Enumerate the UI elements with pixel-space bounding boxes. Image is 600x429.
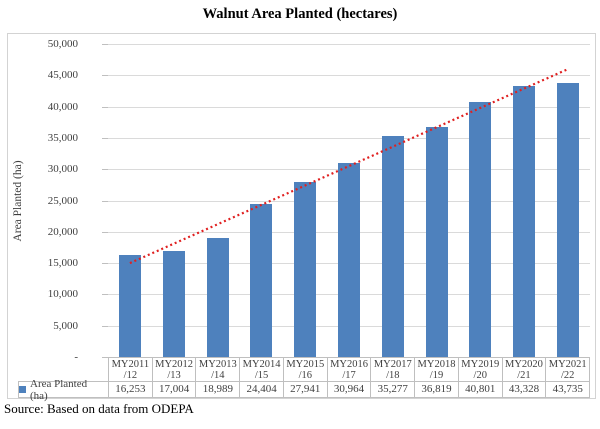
gridline bbox=[108, 75, 590, 77]
category-cell-MY2016/17: MY2016/17 bbox=[326, 358, 371, 381]
bar-MY2021/22 bbox=[557, 83, 580, 357]
bar-MY2020/21 bbox=[513, 85, 536, 357]
y-tick-label: 20,000 bbox=[47, 225, 78, 238]
category-cell-MY2019/20: MY2019/20 bbox=[457, 358, 502, 381]
category-cell-MY2013/14: MY2013/14 bbox=[195, 358, 239, 381]
bar-MY2018/19 bbox=[425, 126, 448, 357]
y-tick-label: 5,000 bbox=[53, 319, 78, 332]
y-tick-mark bbox=[102, 263, 108, 265]
category-cell-MY2018/19: MY2018/19 bbox=[414, 358, 458, 381]
y-axis-tick-labels: 50,000 45,000 40,000 35,000 30,000 25,000 20,0… bbox=[8, 34, 108, 398]
gridline bbox=[108, 44, 590, 45]
y-tick-mark bbox=[102, 169, 108, 171]
y-tick-label: 10,000 bbox=[47, 288, 78, 301]
bar-MY2016/17 bbox=[338, 163, 360, 357]
value-cell-MY2015/16: 27,941 bbox=[282, 382, 327, 397]
y-tick-mark bbox=[102, 325, 108, 327]
category-cell-MY2012/13: MY2012/13 bbox=[151, 358, 196, 381]
y-tick-mark bbox=[102, 75, 108, 77]
category-cell-MY2015/16: MY2015/16 bbox=[282, 358, 327, 381]
plot-area bbox=[108, 44, 590, 357]
y-tick-label: 45,000 bbox=[47, 69, 78, 82]
value-row: 16,253 17,004 18,989 24,404 27,941 30,964 35,2… bbox=[108, 381, 590, 398]
gridline bbox=[108, 106, 590, 108]
bar-MY2014/15 bbox=[250, 204, 273, 357]
category-cell-MY2011/12: MY2011/12 bbox=[111, 359, 150, 381]
legend: Area Planted (ha) bbox=[18, 378, 109, 402]
y-tick-label: - bbox=[74, 351, 78, 363]
chart-frame: Area Planted (ha) 50,000 45,000 40,000 35,0… bbox=[7, 33, 596, 402]
bar-MY2013/14 bbox=[206, 238, 229, 357]
y-tick-mark bbox=[102, 106, 108, 108]
y-tick-label: 40,000 bbox=[47, 100, 78, 113]
bar-MY2017/18 bbox=[381, 136, 404, 357]
source-note: Source: Based on data from ODEPA bbox=[4, 401, 194, 416]
trendline bbox=[129, 68, 569, 265]
category-cell-MY2017/18: MY2017/18 bbox=[370, 358, 414, 381]
value-cell-MY2013/14: 18,989 bbox=[195, 382, 239, 397]
value-cell-MY2011/12: 16,253 bbox=[115, 383, 146, 395]
y-tick-mark bbox=[102, 294, 108, 296]
value-cell-MY2014/15: 24,404 bbox=[239, 382, 283, 397]
legend-label: Area Planted (ha) bbox=[30, 377, 88, 402]
category-label-row: MY2011/12 MY2012/13 MY2013/14 MY2014/15 MY20… bbox=[108, 357, 590, 381]
value-cell-MY2016/17: 30,964 bbox=[326, 382, 371, 397]
category-cell-MY2014/15: MY2014/15 bbox=[239, 358, 283, 381]
y-tick-label: 15,000 bbox=[47, 257, 78, 270]
bar-MY2015/16 bbox=[294, 182, 317, 357]
data-table: MY2011/12 MY2012/13 MY2013/14 MY2014/15 MY20… bbox=[108, 357, 590, 398]
chart-title: Walnut Area Planted (hectares) bbox=[202, 6, 398, 22]
y-tick-mark bbox=[102, 137, 108, 139]
y-tick-mark bbox=[102, 200, 108, 202]
y-tick-mark bbox=[102, 357, 108, 358]
value-cell-MY2012/13: 17,004 bbox=[151, 382, 196, 397]
value-cell-MY2020/21: 43,328 bbox=[501, 382, 546, 397]
value-cell-MY2021/22: 43,735 bbox=[545, 382, 589, 397]
y-tick-label: 30,000 bbox=[47, 163, 78, 176]
value-cell-MY2017/18: 35,277 bbox=[370, 382, 414, 397]
y-tick-mark bbox=[102, 44, 108, 45]
category-cell-MY2020/21: MY2020/21 bbox=[501, 358, 546, 381]
value-cell-MY2018/19: 36,819 bbox=[414, 382, 458, 397]
category-cell-MY2021/22: MY2021/22 bbox=[545, 358, 589, 381]
bar-MY2012/13 bbox=[162, 250, 185, 357]
legend-color-swatch-icon bbox=[19, 386, 26, 393]
y-tick-label: 35,000 bbox=[47, 131, 78, 144]
y-tick-label: 50,000 bbox=[47, 38, 78, 50]
bar-MY2011/12 bbox=[118, 255, 141, 357]
y-tick-label: 25,000 bbox=[47, 194, 78, 207]
value-cell-MY2019/20: 40,801 bbox=[457, 382, 502, 397]
gridline bbox=[108, 137, 590, 139]
y-tick-mark bbox=[102, 231, 108, 233]
bar-MY2019/20 bbox=[469, 101, 492, 357]
